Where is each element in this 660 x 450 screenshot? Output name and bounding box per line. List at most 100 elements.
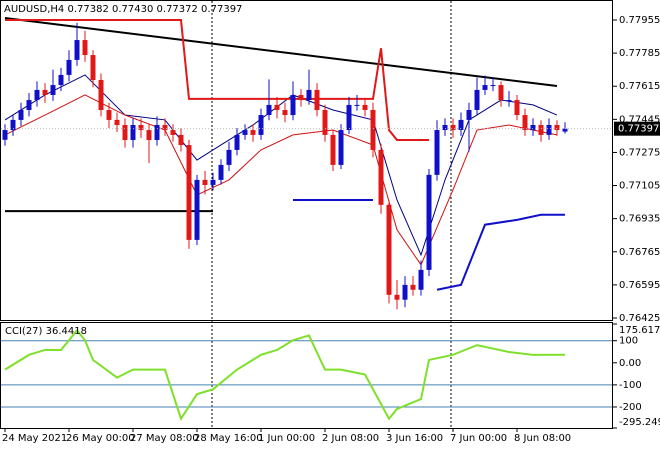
chart-title: AUDUSD,H4 0.77382 0.77430 0.77372 0.7739… [4,4,242,15]
candle-body [178,134,184,146]
candle-body [18,109,24,120]
candle-body [226,149,232,165]
y-tick-label: 0.77105 [619,181,660,192]
overlay-line [5,19,429,141]
candle-body [50,85,56,95]
candle-body [66,59,72,75]
candle-body [410,284,416,290]
cci-line [4,328,566,421]
candle-body [106,109,112,120]
y-tick-label: 0.76595 [619,280,660,291]
candle-body [26,100,32,110]
candle-body [514,100,520,116]
candle-body [34,89,40,101]
candle-body [202,179,208,185]
candle-body [330,134,336,165]
candle-body [394,294,400,300]
overlay-line [4,94,558,266]
candle-body [402,284,408,300]
y-tick-label: 0.77615 [619,81,660,92]
y-tick-label: 0.77785 [619,48,660,59]
candle-body [114,119,120,125]
x-tick-label: 28 May 16:00 [194,433,263,444]
x-tick-label: 7 Jun 00:00 [450,433,507,444]
x-tick-label: 3 Jun 16:00 [386,433,443,444]
candle-body [162,124,168,131]
x-tick-label: 27 May 08:00 [130,433,199,444]
candle-body [10,119,16,131]
y-tick-label: 175.6173 [619,325,660,336]
candle-body [562,128,568,132]
candle-body [138,124,144,131]
candle-body [266,104,272,116]
y-tick-label: 0.76765 [619,247,660,258]
candle-body [378,149,384,205]
candle-body [458,119,464,131]
y-tick-label: 0.76425 [619,313,660,324]
candle-body [466,109,472,120]
candle-body [434,130,440,175]
main-panel [0,0,613,321]
candle-body [386,204,392,295]
candle-body [362,104,368,110]
overlay-line [4,17,558,88]
candle-body [146,130,152,140]
candle-body [482,85,488,90]
candle-body [258,115,264,135]
candle-body [250,130,256,135]
price-label: 0.77397 [618,124,659,135]
candle-body [98,79,104,110]
candle-body [522,115,528,131]
y-tick-label: 0.00 [619,358,641,369]
candle-body [506,100,512,102]
price-box [614,121,660,136]
y-tick-label: -295.2492 [619,417,660,428]
candle-body [290,94,296,116]
candle-body [82,40,88,56]
overlay-line [4,74,558,257]
x-tick-label: 26 May 00:00 [66,433,135,444]
candle-body [530,124,536,131]
candle-body [186,145,192,240]
candle-body [306,89,312,101]
candle-body [322,109,328,135]
overlay-line [436,213,565,291]
axis-layer: 0.77955 0.77785 0.77615 0.77445 0.77275 0.771… [1,15,660,444]
candle-body [90,55,96,80]
cci-panel [0,322,613,429]
y-tick-label: 0.77275 [619,147,660,158]
candle-body [122,124,128,140]
candle-body [2,130,8,140]
candle-body [418,269,424,290]
candle-body [370,109,376,150]
y-tick-label: 100 [619,336,638,347]
indicator-title: CCI(27) 36.4418 [5,326,87,337]
x-tick-label: 2 Jun 08:00 [322,433,379,444]
x-tick-label: 8 Jun 08:00 [514,433,571,444]
cci-layer [1,328,612,421]
candle-body [194,179,200,240]
candle-body [234,134,240,150]
candle-body [42,89,48,95]
candle-body [130,124,136,140]
candle-body [210,179,216,185]
candle-body [58,74,64,86]
candle-body [298,94,304,101]
candle-body [170,130,176,135]
candle-body [154,124,160,140]
y-tick-label: 0.77955 [619,15,660,26]
candle-body [354,104,360,106]
candle-body [538,124,544,135]
y-tick-label: -100 [619,380,642,391]
candle-body [346,104,352,131]
candle-body [490,85,496,87]
candle-body [218,164,224,180]
candle-body [450,124,456,131]
y-tick-label: -200 [619,402,642,413]
candle-body [426,174,432,270]
candle-body [314,89,320,110]
candle-body [282,109,288,116]
candle-body [74,40,80,60]
